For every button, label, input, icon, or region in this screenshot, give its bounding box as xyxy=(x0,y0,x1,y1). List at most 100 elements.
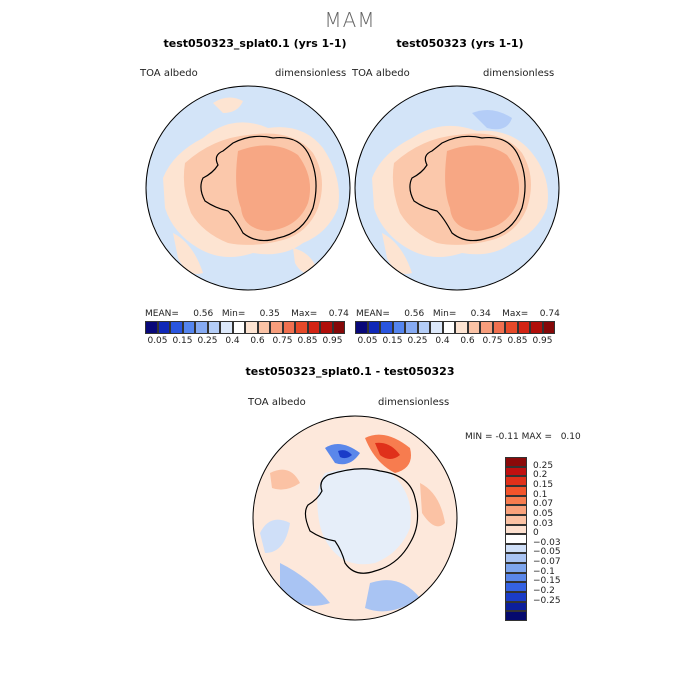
diff-max-label: MAX = xyxy=(521,432,553,442)
map-border xyxy=(252,415,458,621)
colorbar-difference-ticks: 0.25 0.2 0.15 0.1 0.07 0.05 0.03 0 −0.03 −0.05 −0.… xyxy=(533,457,583,621)
panel1-max: 0.74 xyxy=(328,309,349,319)
colorbar-swatch xyxy=(505,495,527,506)
colorbar-swatch xyxy=(480,321,493,334)
colorbar-difference xyxy=(505,457,527,621)
panel1-min-label: Min= xyxy=(221,309,246,319)
diff-max: 0.10 xyxy=(560,432,581,442)
colorbar-swatch xyxy=(320,321,333,334)
colorbar-panel1 xyxy=(145,321,345,334)
colorbar-swatch xyxy=(505,505,527,515)
colorbar-tick-label: −0.25 xyxy=(533,595,561,606)
colorbar-swatch xyxy=(405,321,418,334)
colorbar-panel2 xyxy=(355,321,555,334)
colorbar-swatch xyxy=(380,321,393,334)
panel1-stats: MEAN= 0.56 Min= 0.35 Max= 0.74 xyxy=(145,309,349,319)
panel2-mean: 0.56 xyxy=(404,309,425,319)
colorbar-tick-label: 0.05 xyxy=(357,336,378,346)
colorbar-tick-label: 0.6 xyxy=(460,336,475,346)
colorbar-swatch xyxy=(442,321,455,334)
panel1-max-label: Max= xyxy=(291,309,318,319)
colorbar-swatch xyxy=(492,321,505,334)
colorbar-tick-label: 0.1 xyxy=(533,489,548,500)
colorbar-swatch xyxy=(307,321,320,334)
colorbar-swatch xyxy=(505,543,527,554)
panel2-units: dimensionless xyxy=(483,68,555,79)
colorbar-swatch xyxy=(505,534,527,544)
colorbar-panel1-ticks: 0.05 0.15 0.25 0.4 0.6 0.75 0.85 0.95 xyxy=(145,336,345,348)
panel2-min-label: Min= xyxy=(432,309,457,319)
colorbar-swatch xyxy=(170,321,183,334)
colorbar-swatch xyxy=(505,485,527,496)
colorbar-tick-label: 0.15 xyxy=(382,336,403,346)
colorbar-tick-label: −0.15 xyxy=(533,576,561,587)
panel2-max: 0.74 xyxy=(539,309,560,319)
panel1-mean: 0.56 xyxy=(193,309,214,319)
panel1-title: test050323_splat0.1 (yrs 1-1) xyxy=(163,37,347,50)
antarctica-coastline xyxy=(200,135,317,242)
panel2-mean-label: MEAN= xyxy=(356,309,390,319)
colorbar-swatch xyxy=(367,321,380,334)
panel2-stats: MEAN= 0.56 Min= 0.34 Max= 0.74 xyxy=(356,309,560,319)
colorbar-tick-label: 0.05 xyxy=(533,508,554,519)
antarctica-interior xyxy=(317,468,411,565)
diff-stats: MIN = -0.11 MAX = 0.10 xyxy=(465,432,581,442)
colorbar-tick-label: 0.07 xyxy=(533,499,554,510)
panel1-units: dimensionless xyxy=(275,68,347,79)
colorbar-tick-label: 0.85 xyxy=(297,336,318,346)
colorbar-swatch xyxy=(295,321,308,334)
ice-sheet-core xyxy=(445,145,520,231)
colorbar-tick-label: −0.03 xyxy=(533,537,561,548)
low-albedo-patch xyxy=(472,109,512,130)
panel1-variable: TOA albedo xyxy=(140,68,198,79)
panel2-max-label: Max= xyxy=(502,309,529,319)
colorbar-swatch xyxy=(282,321,295,334)
colorbar-swatch xyxy=(245,321,258,334)
colorbar-tick-label: 0.75 xyxy=(272,336,293,346)
colorbar-swatch xyxy=(505,524,527,535)
colorbar-swatch xyxy=(182,321,195,334)
colorbar-tick-label: 0.25 xyxy=(407,336,428,346)
panel1-min: 0.35 xyxy=(259,309,280,319)
diff-min: -0.11 xyxy=(495,432,519,442)
diff-units: dimensionless xyxy=(378,397,450,408)
colorbar-tick-label: 0.15 xyxy=(172,336,193,346)
colorbar-tick-label: −0.07 xyxy=(533,557,561,568)
colorbar-tick-label: 0 xyxy=(533,528,539,539)
map-panel2 xyxy=(354,85,560,291)
ice-sheet-core xyxy=(236,145,311,231)
figure-title: MAM xyxy=(324,8,376,32)
antarctica-coastline xyxy=(304,468,419,574)
colorbar-swatch xyxy=(517,321,530,334)
colorbar-tick-label: −0.2 xyxy=(533,586,555,597)
colorbar-tick-label: 0.95 xyxy=(322,336,343,346)
colorbar-swatch xyxy=(157,321,170,334)
diff-title: test050323_splat0.1 - test050323 xyxy=(245,365,455,378)
colorbar-swatch xyxy=(542,321,555,334)
colorbar-swatch xyxy=(530,321,543,334)
colorbar-swatch xyxy=(505,476,527,486)
colorbar-swatch xyxy=(355,321,368,334)
colorbar-swatch xyxy=(505,572,527,583)
colorbar-tick-label: 0.15 xyxy=(533,479,554,490)
colorbar-swatch xyxy=(505,321,518,334)
colorbar-swatch xyxy=(505,592,527,602)
colorbar-tick-label: 0.2 xyxy=(533,470,548,481)
diff-variable: TOA albedo xyxy=(248,397,306,408)
colorbar-tick-label: 0.25 xyxy=(197,336,218,346)
antarctica-coastline xyxy=(409,135,526,242)
panel2-variable: TOA albedo xyxy=(352,68,410,79)
colorbar-tick-label: 0.75 xyxy=(482,336,503,346)
colorbar-swatch xyxy=(505,466,527,477)
colorbar-swatch xyxy=(270,321,283,334)
colorbar-swatch xyxy=(505,514,527,525)
colorbar-swatch xyxy=(257,321,270,334)
colorbar-tick-label: 0.03 xyxy=(533,518,554,529)
panel2-title: test050323 (yrs 1-1) xyxy=(396,37,524,50)
map-border xyxy=(145,85,351,291)
colorbar-swatch xyxy=(505,611,527,621)
colorbar-tick-label: 0.85 xyxy=(507,336,528,346)
map-border xyxy=(354,85,560,291)
colorbar-swatch xyxy=(505,457,527,467)
colorbar-swatch xyxy=(505,601,527,612)
